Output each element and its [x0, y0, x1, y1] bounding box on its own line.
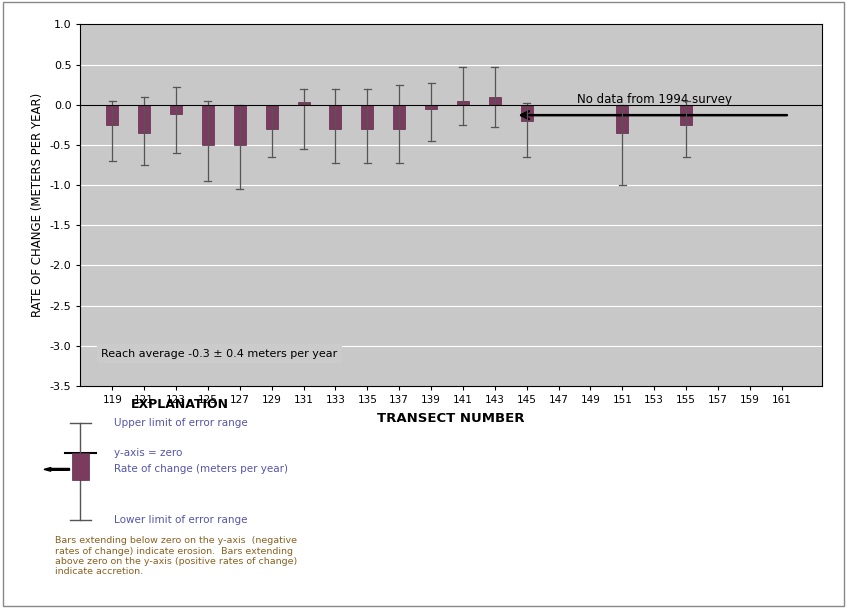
Bar	[107, 105, 119, 125]
Bar	[297, 102, 309, 105]
Bar	[329, 105, 341, 129]
Bar	[202, 105, 214, 145]
Bar	[138, 105, 150, 133]
Text: Rate of change (meters per year): Rate of change (meters per year)	[114, 465, 288, 474]
Bar	[425, 105, 437, 109]
Bar	[489, 97, 501, 105]
Bar	[521, 105, 533, 121]
Text: EXPLANATION: EXPLANATION	[131, 398, 230, 411]
Text: Bars extending below zero on the y-axis  (negative
rates of change) indicate ero: Bars extending below zero on the y-axis …	[55, 536, 297, 576]
Bar	[457, 101, 469, 105]
Y-axis label: RATE OF CHANGE (METERS PER YEAR): RATE OF CHANGE (METERS PER YEAR)	[31, 93, 44, 317]
Bar	[617, 105, 628, 133]
Text: y-axis = zero: y-axis = zero	[114, 448, 183, 458]
Bar	[234, 105, 246, 145]
Bar	[170, 105, 182, 114]
Bar	[680, 105, 692, 125]
Text: No data from 1994 survey: No data from 1994 survey	[577, 92, 732, 106]
Bar	[393, 105, 405, 129]
X-axis label: TRANSECT NUMBER: TRANSECT NUMBER	[377, 412, 525, 425]
Text: Upper limit of error range: Upper limit of error range	[114, 418, 248, 427]
Bar	[362, 105, 374, 129]
Text: Reach average -0.3 ± 0.4 meters per year: Reach average -0.3 ± 0.4 meters per year	[101, 349, 337, 359]
Text: Lower limit of error range: Lower limit of error range	[114, 515, 248, 525]
Bar	[266, 105, 278, 129]
